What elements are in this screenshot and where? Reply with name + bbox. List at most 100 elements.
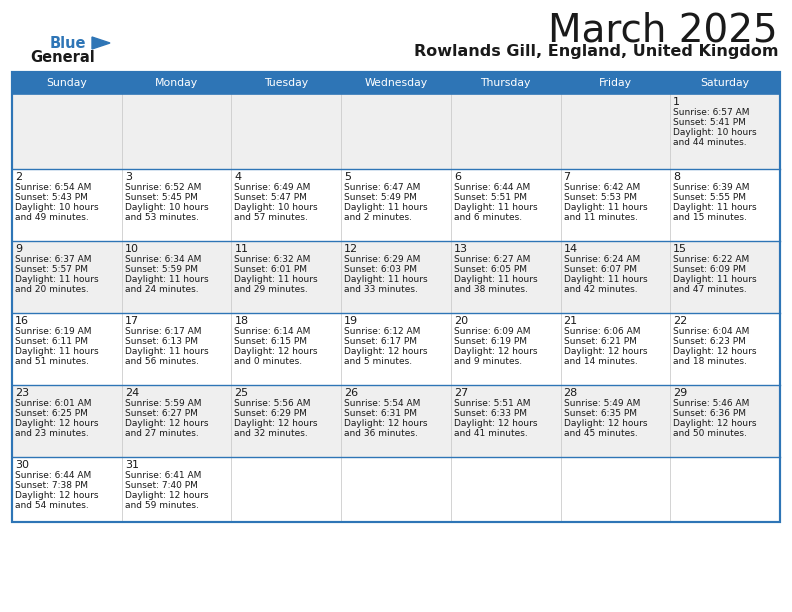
Text: Sunset: 6:25 PM: Sunset: 6:25 PM	[15, 409, 88, 418]
FancyBboxPatch shape	[231, 72, 341, 94]
Text: 19: 19	[345, 316, 358, 326]
Text: Sunset: 5:59 PM: Sunset: 5:59 PM	[124, 265, 198, 274]
Text: Sunday: Sunday	[47, 78, 87, 88]
Text: Daylight: 12 hours: Daylight: 12 hours	[15, 419, 98, 428]
Text: and 38 minutes.: and 38 minutes.	[454, 285, 527, 294]
Text: 29: 29	[673, 388, 687, 398]
Text: Daylight: 12 hours: Daylight: 12 hours	[345, 347, 428, 356]
Text: Sunrise: 6:57 AM: Sunrise: 6:57 AM	[673, 108, 750, 117]
Text: Daylight: 11 hours: Daylight: 11 hours	[124, 275, 208, 284]
FancyBboxPatch shape	[12, 313, 780, 385]
Text: Sunrise: 6:29 AM: Sunrise: 6:29 AM	[345, 255, 421, 264]
Text: Daylight: 12 hours: Daylight: 12 hours	[124, 419, 208, 428]
Text: 13: 13	[454, 244, 468, 254]
Text: 7: 7	[564, 172, 571, 182]
Text: Sunset: 6:19 PM: Sunset: 6:19 PM	[454, 337, 527, 346]
Text: 1: 1	[673, 97, 680, 107]
Text: Daylight: 11 hours: Daylight: 11 hours	[345, 203, 428, 212]
Text: and 33 minutes.: and 33 minutes.	[345, 285, 418, 294]
Text: Sunrise: 6:12 AM: Sunrise: 6:12 AM	[345, 327, 421, 336]
Text: and 0 minutes.: and 0 minutes.	[234, 357, 303, 366]
Text: Sunset: 6:33 PM: Sunset: 6:33 PM	[454, 409, 527, 418]
Text: and 6 minutes.: and 6 minutes.	[454, 213, 522, 222]
Text: and 29 minutes.: and 29 minutes.	[234, 285, 308, 294]
Text: 3: 3	[124, 172, 131, 182]
Text: Tuesday: Tuesday	[265, 78, 308, 88]
Text: Sunset: 5:57 PM: Sunset: 5:57 PM	[15, 265, 88, 274]
Text: Sunrise: 5:49 AM: Sunrise: 5:49 AM	[564, 399, 640, 408]
Text: Daylight: 12 hours: Daylight: 12 hours	[234, 419, 318, 428]
Text: Sunset: 6:09 PM: Sunset: 6:09 PM	[673, 265, 746, 274]
Text: Sunset: 6:23 PM: Sunset: 6:23 PM	[673, 337, 746, 346]
Text: Sunrise: 6:32 AM: Sunrise: 6:32 AM	[234, 255, 310, 264]
Text: 5: 5	[345, 172, 351, 182]
Polygon shape	[92, 37, 110, 49]
Text: Sunset: 5:53 PM: Sunset: 5:53 PM	[564, 193, 637, 202]
Text: and 49 minutes.: and 49 minutes.	[15, 213, 89, 222]
Text: Daylight: 12 hours: Daylight: 12 hours	[124, 491, 208, 500]
Text: 31: 31	[124, 460, 139, 470]
FancyBboxPatch shape	[12, 72, 122, 94]
Text: Sunrise: 6:47 AM: Sunrise: 6:47 AM	[345, 183, 421, 192]
Text: Rowlands Gill, England, United Kingdom: Rowlands Gill, England, United Kingdom	[413, 44, 778, 59]
Text: Sunrise: 6:54 AM: Sunrise: 6:54 AM	[15, 183, 91, 192]
Text: Daylight: 12 hours: Daylight: 12 hours	[564, 419, 647, 428]
Text: Sunset: 6:05 PM: Sunset: 6:05 PM	[454, 265, 527, 274]
Text: and 56 minutes.: and 56 minutes.	[124, 357, 199, 366]
Text: Sunset: 5:47 PM: Sunset: 5:47 PM	[234, 193, 307, 202]
Text: Blue: Blue	[50, 36, 86, 51]
Text: Daylight: 11 hours: Daylight: 11 hours	[564, 275, 647, 284]
Text: and 5 minutes.: and 5 minutes.	[345, 357, 413, 366]
Text: and 27 minutes.: and 27 minutes.	[124, 429, 199, 438]
Text: Daylight: 10 hours: Daylight: 10 hours	[234, 203, 318, 212]
Text: and 41 minutes.: and 41 minutes.	[454, 429, 527, 438]
Text: 12: 12	[345, 244, 358, 254]
Text: and 20 minutes.: and 20 minutes.	[15, 285, 89, 294]
Text: and 2 minutes.: and 2 minutes.	[345, 213, 412, 222]
Text: 2: 2	[15, 172, 22, 182]
FancyBboxPatch shape	[12, 241, 780, 313]
Text: Saturday: Saturday	[701, 78, 750, 88]
Text: Sunset: 6:03 PM: Sunset: 6:03 PM	[345, 265, 417, 274]
Text: Sunset: 5:41 PM: Sunset: 5:41 PM	[673, 118, 746, 127]
Text: 24: 24	[124, 388, 139, 398]
Text: and 59 minutes.: and 59 minutes.	[124, 501, 199, 510]
FancyBboxPatch shape	[561, 72, 670, 94]
Text: General: General	[30, 50, 95, 65]
Text: Sunrise: 5:51 AM: Sunrise: 5:51 AM	[454, 399, 531, 408]
Text: Sunrise: 6:17 AM: Sunrise: 6:17 AM	[124, 327, 201, 336]
Text: 22: 22	[673, 316, 687, 326]
Text: Sunset: 6:15 PM: Sunset: 6:15 PM	[234, 337, 307, 346]
Text: Sunset: 7:38 PM: Sunset: 7:38 PM	[15, 481, 88, 490]
Text: Sunset: 7:40 PM: Sunset: 7:40 PM	[124, 481, 197, 490]
Text: and 11 minutes.: and 11 minutes.	[564, 213, 638, 222]
Text: Daylight: 12 hours: Daylight: 12 hours	[454, 419, 537, 428]
Text: 28: 28	[564, 388, 578, 398]
Text: Sunset: 6:35 PM: Sunset: 6:35 PM	[564, 409, 637, 418]
Text: Sunset: 5:45 PM: Sunset: 5:45 PM	[124, 193, 197, 202]
Text: and 15 minutes.: and 15 minutes.	[673, 213, 747, 222]
Text: Sunrise: 6:06 AM: Sunrise: 6:06 AM	[564, 327, 640, 336]
Text: Daylight: 10 hours: Daylight: 10 hours	[124, 203, 208, 212]
Text: 30: 30	[15, 460, 29, 470]
Text: 8: 8	[673, 172, 680, 182]
Text: Daylight: 12 hours: Daylight: 12 hours	[673, 419, 757, 428]
Text: 26: 26	[345, 388, 358, 398]
Text: Sunrise: 6:52 AM: Sunrise: 6:52 AM	[124, 183, 201, 192]
Text: Sunrise: 6:42 AM: Sunrise: 6:42 AM	[564, 183, 640, 192]
Text: 16: 16	[15, 316, 29, 326]
Text: 15: 15	[673, 244, 687, 254]
Text: Sunrise: 6:39 AM: Sunrise: 6:39 AM	[673, 183, 750, 192]
Text: and 47 minutes.: and 47 minutes.	[673, 285, 747, 294]
Text: Sunrise: 5:56 AM: Sunrise: 5:56 AM	[234, 399, 311, 408]
Text: Sunrise: 6:37 AM: Sunrise: 6:37 AM	[15, 255, 92, 264]
Text: March 2025: March 2025	[548, 12, 778, 50]
Text: 20: 20	[454, 316, 468, 326]
Text: Daylight: 11 hours: Daylight: 11 hours	[454, 203, 538, 212]
Text: Daylight: 12 hours: Daylight: 12 hours	[345, 419, 428, 428]
Text: and 24 minutes.: and 24 minutes.	[124, 285, 198, 294]
Text: Sunset: 6:27 PM: Sunset: 6:27 PM	[124, 409, 197, 418]
Text: and 9 minutes.: and 9 minutes.	[454, 357, 522, 366]
Text: Sunrise: 6:44 AM: Sunrise: 6:44 AM	[454, 183, 530, 192]
Text: 6: 6	[454, 172, 461, 182]
